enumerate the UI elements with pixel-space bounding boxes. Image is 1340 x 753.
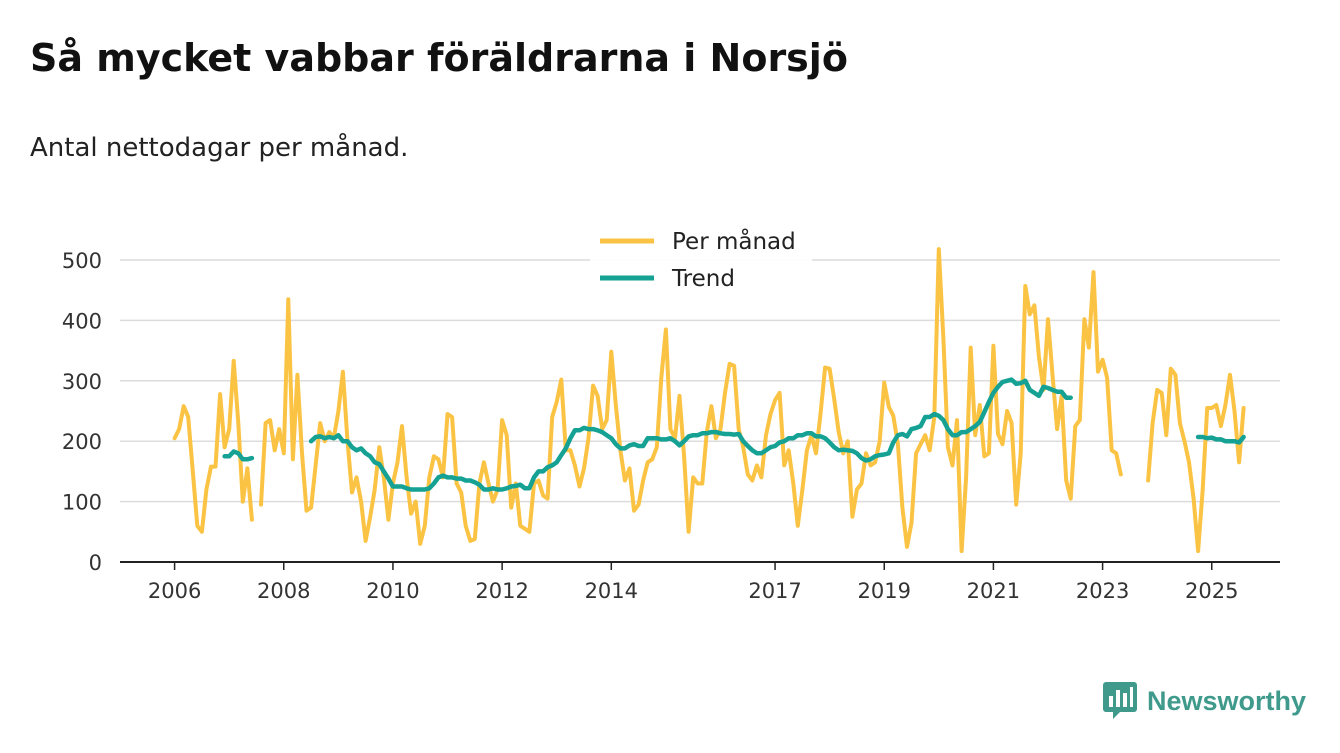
brand-name: Newsworthy bbox=[1147, 685, 1307, 716]
y-tick-label-100: 100 bbox=[62, 491, 102, 515]
x-tick-label-2023: 2023 bbox=[1076, 579, 1129, 603]
y-tick-label-500: 500 bbox=[62, 249, 102, 273]
legend-label-1: Per månad bbox=[672, 227, 796, 255]
legend-label-2: Trend bbox=[671, 266, 735, 292]
chart-subtitle: Antal nettodagar per månad. bbox=[30, 133, 409, 163]
trend-line-segment-1 bbox=[222, 449, 255, 462]
x-tick-label-2021: 2021 bbox=[967, 579, 1020, 603]
x-tick-label-2006: 2006 bbox=[148, 579, 201, 603]
per-manad-line-segment-3 bbox=[1146, 366, 1246, 554]
per-manad-line-segment-1 bbox=[172, 358, 254, 534]
y-tick-label-300: 300 bbox=[62, 370, 102, 394]
brand-logo[interactable]: Newsworthy bbox=[1103, 682, 1306, 720]
series-lines bbox=[172, 247, 1246, 554]
trend-line-segment-2 bbox=[308, 377, 1073, 492]
x-tick-label-2010: 2010 bbox=[366, 579, 419, 603]
legend-background bbox=[590, 222, 812, 296]
x-tick-label-2014: 2014 bbox=[585, 579, 638, 603]
x-tick-label-2008: 2008 bbox=[257, 579, 310, 603]
x-tick-label-2025: 2025 bbox=[1185, 579, 1238, 603]
y-axis-ticks: 0 100 200 300 400 500 bbox=[62, 249, 102, 575]
trend-line-segment-3 bbox=[1195, 434, 1246, 445]
x-tick-label-2017: 2017 bbox=[748, 579, 801, 603]
legend[interactable]: Per månad Trend bbox=[590, 222, 812, 296]
y-tick-label-400: 400 bbox=[62, 309, 102, 333]
per-manad-line-segment-2 bbox=[259, 247, 1123, 554]
y-tick-label-200: 200 bbox=[62, 430, 102, 454]
x-axis: 2006 2008 2010 2012 2014 2017 2019 2021 2023 2025 bbox=[120, 561, 1280, 603]
x-tick-label-2012: 2012 bbox=[475, 579, 528, 603]
newsworthy-logo-icon bbox=[1103, 682, 1137, 719]
y-tick-label-0: 0 bbox=[89, 551, 102, 575]
x-tick-label-2019: 2019 bbox=[858, 579, 911, 603]
page-title: Så mycket vabbar föräldrarna i Norsjö bbox=[30, 36, 848, 80]
